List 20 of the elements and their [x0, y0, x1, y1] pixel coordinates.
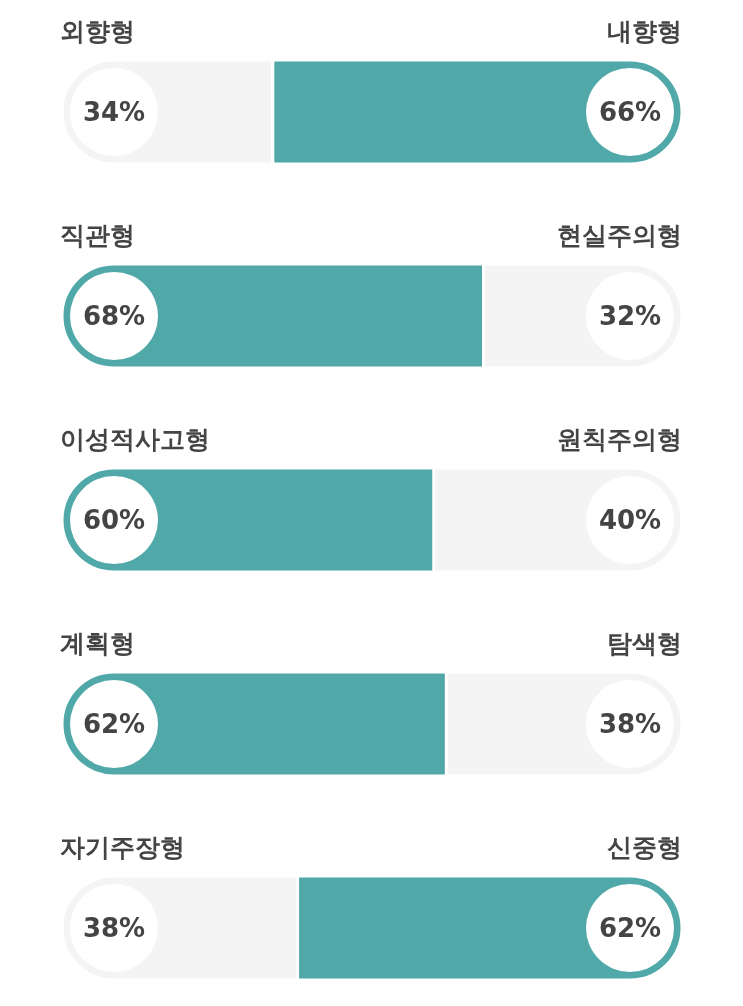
- data-label: 68%: [82, 301, 146, 331]
- series-label: 신중형: [607, 833, 682, 862]
- data-label: 60%: [82, 505, 146, 535]
- data-label: 32%: [598, 301, 662, 331]
- series-label: 내향형: [607, 17, 682, 46]
- series-label: 자기주장형: [60, 833, 185, 862]
- series-label: 원칙주의형: [557, 425, 682, 454]
- data-label: 62%: [82, 709, 146, 739]
- data-label: 34%: [82, 97, 146, 127]
- data-label: 66%: [598, 97, 662, 127]
- data-label: 38%: [82, 913, 146, 943]
- data-label: 40%: [598, 505, 662, 535]
- data-label: 38%: [598, 709, 662, 739]
- series-label: 계획형: [60, 629, 135, 658]
- data-label: 62%: [598, 913, 662, 943]
- series-label: 현실주의형: [557, 221, 682, 250]
- series-label: 탐색형: [607, 629, 682, 658]
- series-label: 외향형: [60, 17, 135, 46]
- series-label: 이성적사고형: [60, 425, 210, 454]
- series-label: 직관형: [60, 221, 135, 250]
